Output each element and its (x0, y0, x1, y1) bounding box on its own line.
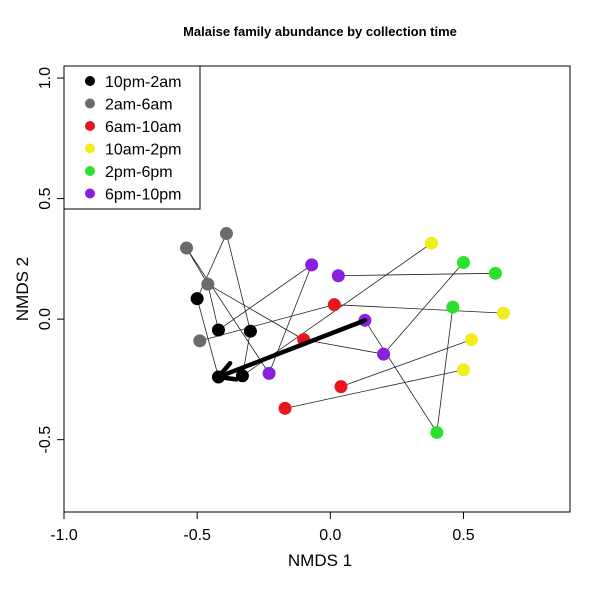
y-tick-label: 1.0 (37, 67, 54, 89)
legend-label: 6pm-10pm (105, 187, 181, 204)
data-point (446, 300, 460, 314)
legend-marker (85, 188, 95, 199)
chart-title: Malaise family abundance by collection t… (183, 24, 457, 39)
legend-label: 10pm-2am (105, 74, 181, 91)
data-point (496, 306, 510, 320)
data-points (180, 227, 510, 439)
connector-line (338, 272, 496, 277)
centroid-arrow (216, 318, 368, 382)
connector-line (196, 233, 227, 299)
arrow-shaft (216, 318, 368, 380)
data-point (193, 334, 207, 348)
legend: 10pm-2am 2am-6am 6am-10am 10am-2pm 2pm-6pm 6p… (63, 65, 201, 210)
connector-line (207, 284, 219, 331)
legend-marker (85, 76, 95, 86)
legend-marker (85, 166, 95, 176)
connector-line (186, 247, 270, 374)
data-point (278, 401, 292, 415)
connector-line (284, 369, 464, 409)
connector-line (340, 339, 472, 388)
data-point (219, 227, 233, 241)
data-point (305, 258, 319, 272)
data-point (456, 363, 470, 377)
data-point (201, 277, 215, 291)
connector-lines (186, 233, 504, 433)
connector-line (226, 233, 251, 332)
legend-label: 2am-6am (105, 97, 173, 114)
data-point (456, 255, 470, 269)
connector-line (218, 264, 312, 331)
legend-label: 10am-2pm (105, 142, 181, 159)
data-point (190, 292, 204, 306)
legend-marker (85, 121, 95, 131)
x-axis: -1.0 -0.5 0.0 0.5 (50, 511, 475, 544)
y-tick-label: 0.0 (37, 308, 54, 330)
legend-marker (85, 98, 95, 109)
data-point (334, 380, 348, 394)
x-tick-label: -0.5 (183, 527, 211, 544)
data-point (262, 366, 276, 380)
y-tick-label: 0.5 (37, 187, 54, 209)
legend-box (63, 65, 201, 210)
connector-line (383, 262, 464, 355)
data-point (211, 323, 225, 337)
legend-label: 2pm-6pm (105, 164, 173, 181)
data-point (464, 333, 478, 347)
data-point (430, 425, 444, 439)
x-axis-label: NMDS 1 (288, 551, 352, 570)
connector-line (303, 339, 384, 355)
legend-label: 6am-10am (105, 119, 181, 136)
y-axis: -0.5 0.0 0.5 1.0 (37, 67, 64, 454)
data-point (425, 236, 439, 250)
data-point (331, 269, 345, 283)
connector-line (207, 283, 304, 340)
x-tick-label: 0.0 (319, 527, 341, 544)
data-point (243, 324, 257, 338)
y-axis-label: NMDS 2 (13, 257, 32, 321)
data-point (235, 369, 249, 383)
connector-line (436, 307, 454, 433)
legend-marker (85, 143, 95, 154)
data-point (488, 266, 502, 280)
x-tick-label: -1.0 (50, 527, 78, 544)
y-tick-label: -0.5 (37, 426, 54, 454)
connector-line (364, 320, 438, 433)
data-point (327, 298, 341, 312)
data-point (180, 241, 194, 255)
x-tick-label: 0.5 (452, 527, 474, 544)
arrow-head (216, 360, 239, 382)
connector-line (196, 298, 219, 378)
connector-line (334, 304, 504, 314)
data-point (377, 347, 391, 361)
